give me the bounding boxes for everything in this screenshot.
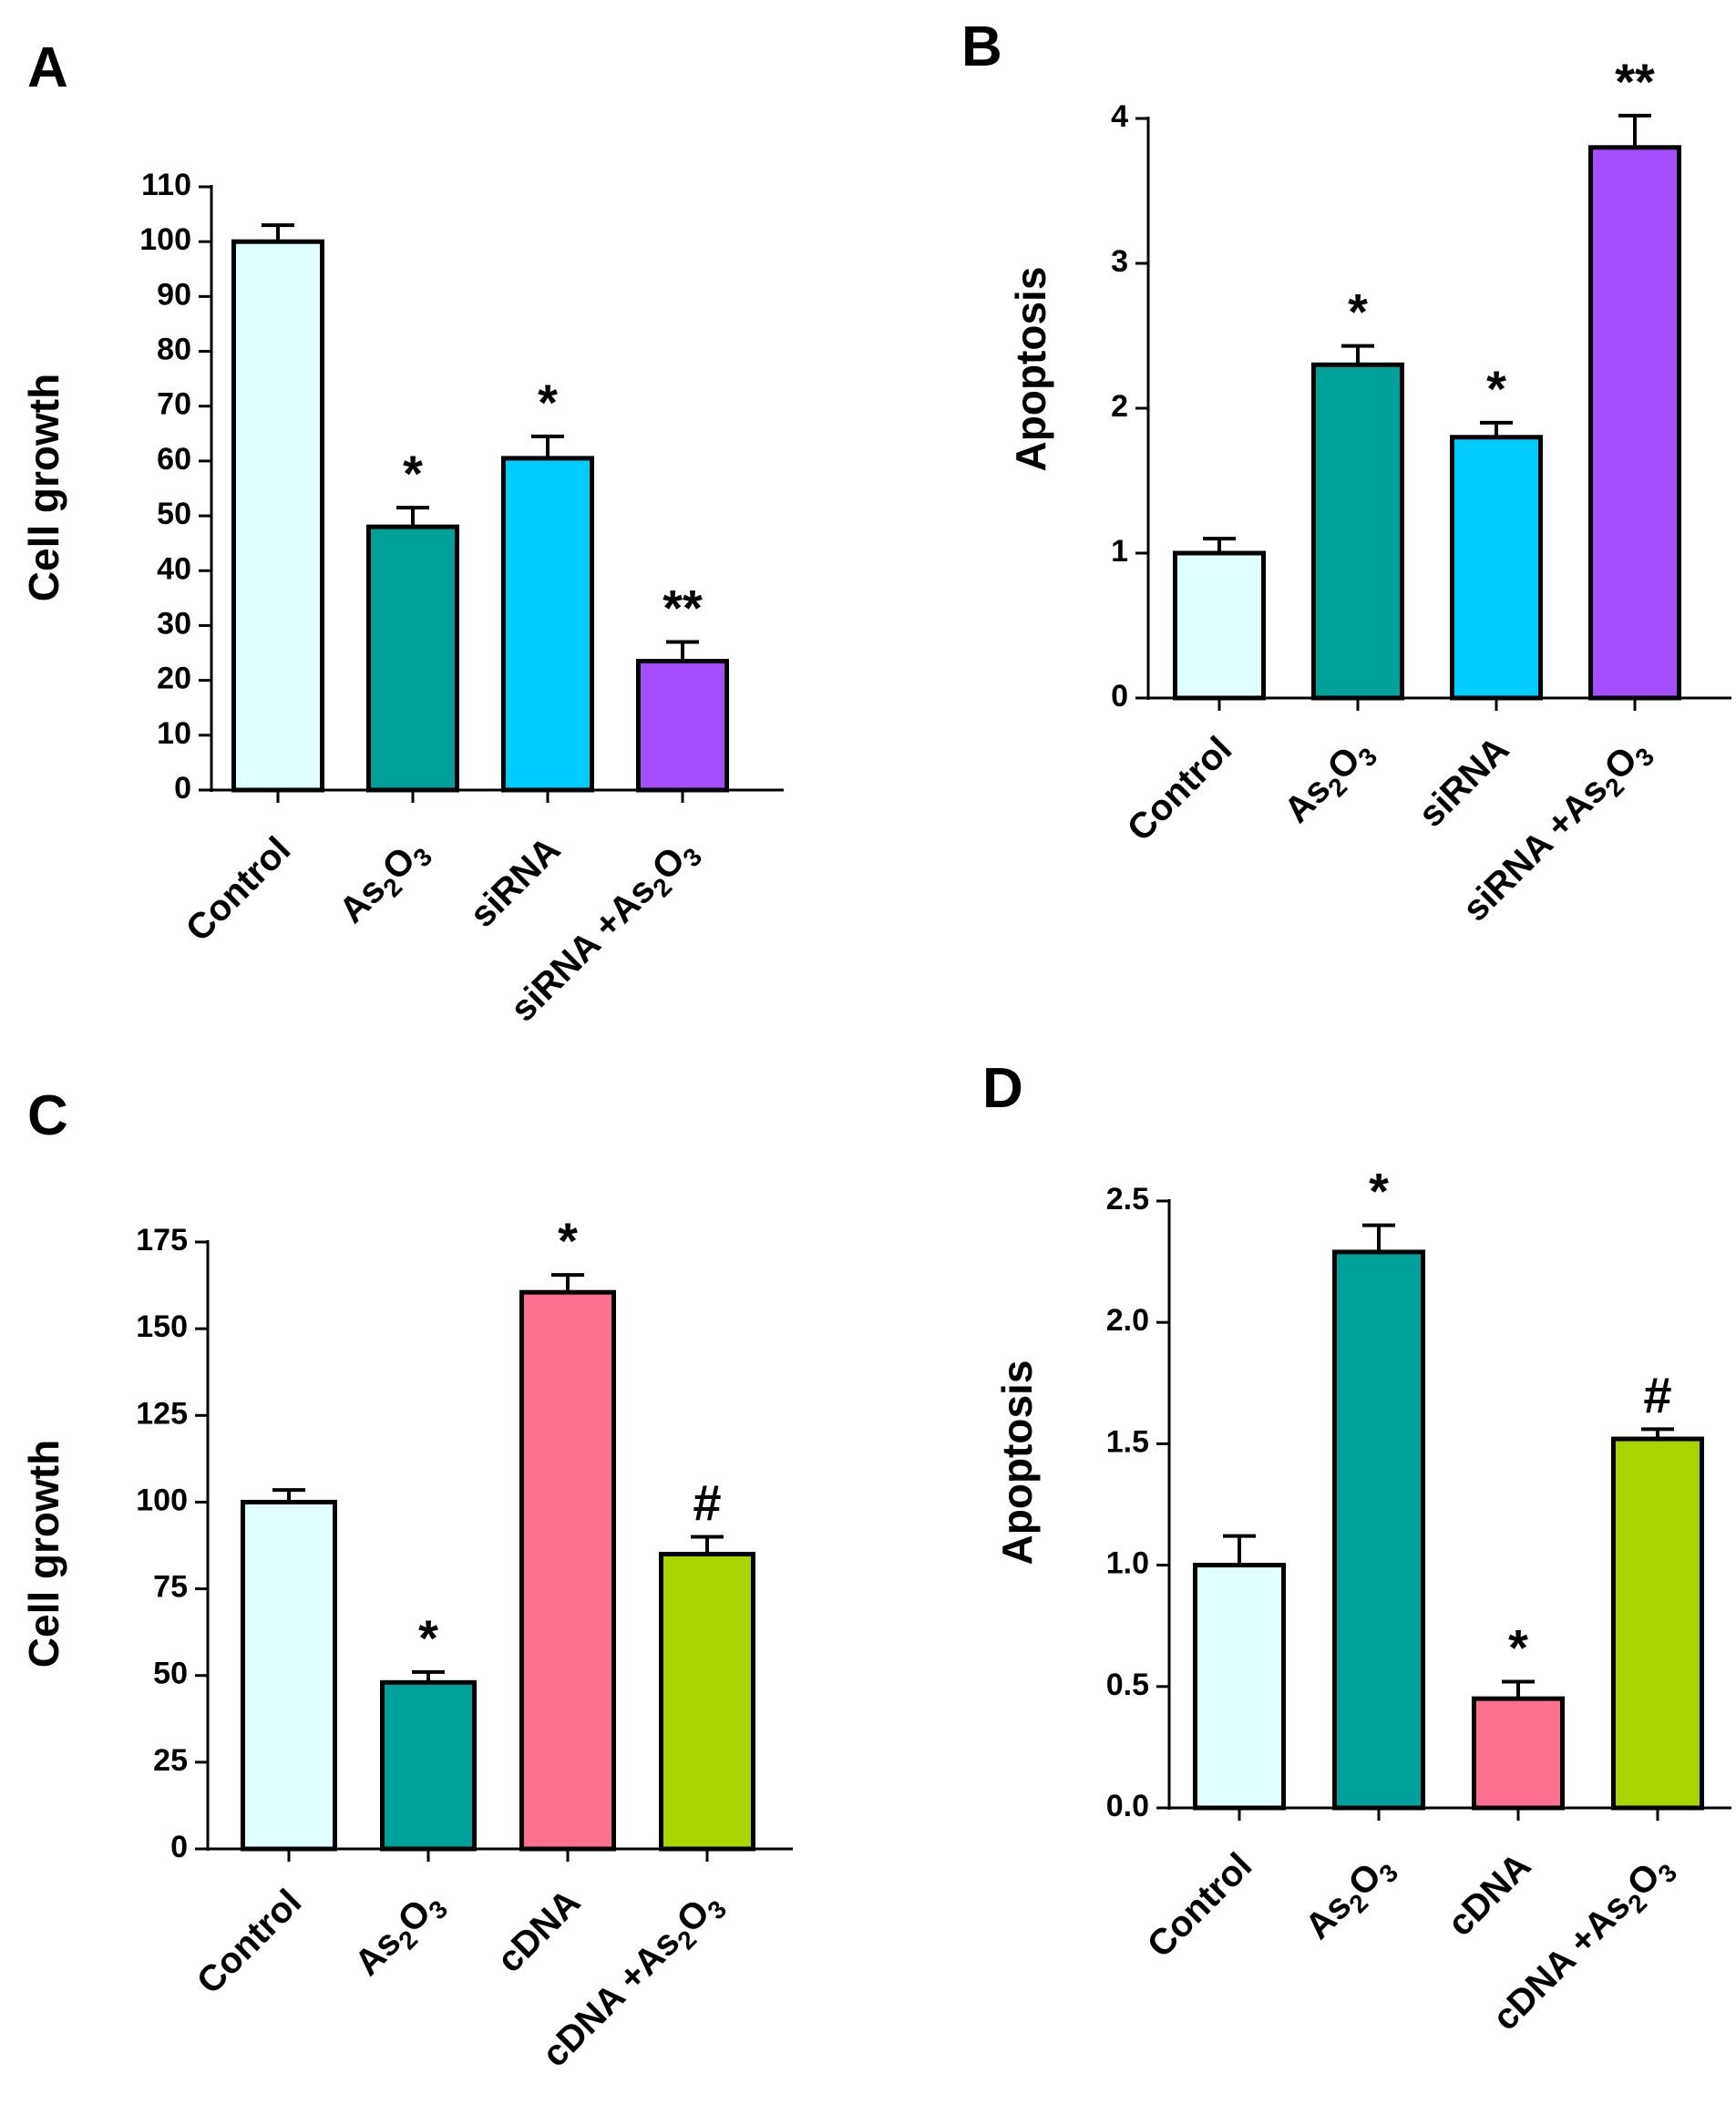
- y-tick-label: 150: [136, 1309, 188, 1344]
- panel-letter: B: [961, 15, 1002, 78]
- category-label-text: cDNA +As: [535, 1922, 688, 2075]
- y-tick-label: 50: [153, 1657, 188, 1691]
- y-tick-label: 25: [153, 1743, 188, 1778]
- y-tick-label: 2.5: [1106, 1182, 1149, 1216]
- y-tick-label: 0.0: [1106, 1789, 1149, 1823]
- bar-2: [366, 524, 459, 793]
- panel-c-cell-growth-chart: C Cell growth 0 25 50 75 100 125 150 175 Control * A…: [20, 1084, 793, 2075]
- bar-3: [501, 456, 594, 793]
- category-label: cDNA: [489, 1882, 588, 1980]
- category-label: cDNA: [1440, 1845, 1538, 1944]
- category-label: Control: [190, 1882, 310, 2002]
- y-tick-label: 1.5: [1106, 1424, 1149, 1459]
- significance-marker: *: [558, 1212, 578, 1269]
- panel-letter: D: [982, 1057, 1023, 1120]
- y-tick-label: 1.0: [1106, 1546, 1149, 1581]
- bar-4: [636, 659, 729, 793]
- bar-1: [241, 1499, 337, 1852]
- category-label-text: siRNA: [1411, 729, 1516, 835]
- significance-marker: *: [1508, 1618, 1528, 1676]
- category-label: As2O3: [347, 1882, 453, 1987]
- y-tick-label: 2: [1111, 389, 1128, 424]
- category-label-text: Control: [190, 1882, 310, 2002]
- y-axis-title: Cell growth: [20, 374, 67, 601]
- y-tick-label: 1: [1111, 534, 1128, 569]
- y-tick-label: 90: [157, 277, 191, 312]
- category-label-text: cDNA: [1440, 1845, 1538, 1944]
- y-axis-title: Apoptosis: [993, 1360, 1041, 1566]
- category-label: siRNA: [1411, 729, 1516, 835]
- category-label: As2O3: [1298, 1845, 1403, 1951]
- panel-letter: C: [27, 1084, 68, 1147]
- bar-3: [1450, 435, 1543, 701]
- y-tick-label: 40: [157, 551, 191, 586]
- bar-1: [231, 239, 324, 793]
- panel-letter: A: [27, 36, 68, 99]
- significance-marker: *: [1369, 1163, 1389, 1220]
- y-tick-label: 0.5: [1106, 1668, 1149, 1702]
- y-tick-label: 80: [157, 333, 191, 367]
- significance-marker: **: [663, 580, 703, 637]
- y-tick-label: 125: [136, 1396, 188, 1431]
- bar-1: [1193, 1563, 1286, 1811]
- significance-marker: *: [1486, 360, 1506, 417]
- category-label: Control: [1120, 729, 1240, 849]
- y-tick-label: 75: [153, 1570, 188, 1605]
- bar-2: [1332, 1249, 1425, 1811]
- significance-marker: *: [403, 445, 423, 502]
- category-label: As2O3: [1277, 729, 1382, 835]
- category-label: siRNA: [462, 829, 568, 935]
- y-tick-label: 0: [1111, 679, 1128, 713]
- category-label-text: Control: [1140, 1845, 1260, 1966]
- category-label-text: siRNA: [462, 829, 568, 935]
- y-axis-title: Apoptosis: [1007, 267, 1054, 472]
- bar-2: [380, 1679, 477, 1852]
- y-tick-label: 4: [1111, 99, 1128, 134]
- y-tick-label: 50: [157, 497, 191, 531]
- bar-3: [1472, 1696, 1565, 1811]
- category-label: Control: [1140, 1845, 1260, 1966]
- y-tick-label: 20: [157, 662, 191, 696]
- y-tick-label: 2.0: [1106, 1303, 1149, 1338]
- y-tick-label: 110: [141, 168, 191, 202]
- y-tick-label: 60: [157, 442, 191, 477]
- category-label-text: cDNA +As: [1485, 1885, 1638, 2038]
- category-label-text: Control: [179, 829, 299, 950]
- category-label: As2O3: [332, 829, 437, 935]
- significance-marker: **: [1615, 53, 1655, 110]
- category-label-text: Control: [1120, 729, 1240, 849]
- significance-marker: #: [693, 1473, 721, 1531]
- y-tick-label: 30: [157, 606, 191, 641]
- bar-3: [519, 1289, 616, 1852]
- category-label: Control: [179, 829, 299, 950]
- y-tick-label: 0: [170, 1830, 188, 1864]
- bar-4: [1588, 145, 1681, 701]
- significance-marker: *: [538, 374, 558, 431]
- y-tick-label: 0: [174, 771, 191, 806]
- y-tick-label: 70: [157, 387, 191, 422]
- significance-marker: #: [1643, 1366, 1671, 1423]
- y-tick-label: 100: [139, 222, 191, 257]
- category-label-text: cDNA: [489, 1882, 588, 1980]
- bar-1: [1173, 550, 1266, 701]
- bar-2: [1311, 362, 1404, 701]
- significance-marker: *: [1348, 283, 1368, 341]
- y-axis-title: Cell growth: [20, 1440, 67, 1668]
- y-tick-label: 100: [136, 1483, 188, 1517]
- significance-marker: *: [418, 1609, 438, 1667]
- bar-4: [1611, 1436, 1704, 1811]
- panel-a-cell-growth-chart: A Cell growth 0 10 20 30 40 50 60 70 80 90 100 110 Con…: [20, 36, 784, 1030]
- bar-4: [659, 1552, 755, 1852]
- y-tick-label: 10: [157, 716, 191, 751]
- panel-d-apoptosis-chart: D Apoptosis 0.0 0.5 1.0 1.5 2.0 2.5 Control * As2O…: [982, 1057, 1731, 2038]
- panel-b-apoptosis-chart: BApoptosis01234Control*As2O3*siRNA**siRN…: [961, 15, 1731, 929]
- y-tick-label: 3: [1111, 244, 1128, 279]
- y-tick-label: 175: [136, 1223, 188, 1258]
